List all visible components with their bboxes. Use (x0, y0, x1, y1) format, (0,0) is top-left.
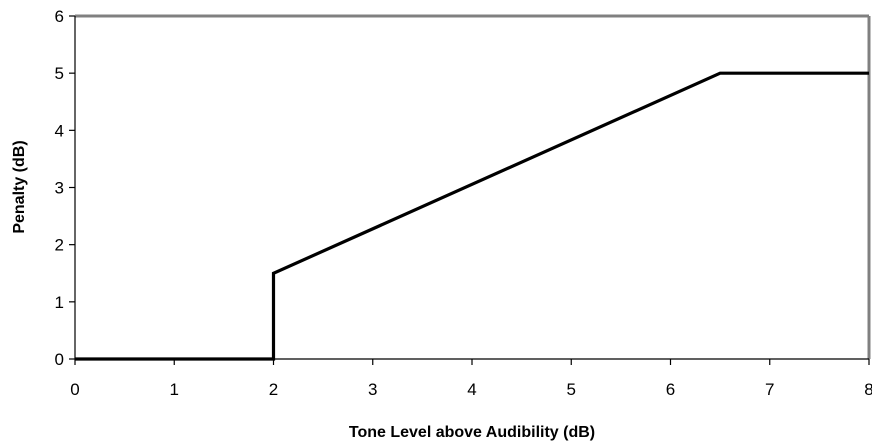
y-tick-label-2: 2 (55, 236, 64, 255)
y-tick-label-6: 6 (55, 7, 64, 26)
x-tick-label-7: 7 (765, 380, 774, 399)
y-tick-label-3: 3 (55, 179, 64, 198)
y-tick-label-0: 0 (55, 350, 64, 369)
x-tick-label-0: 0 (70, 380, 79, 399)
axes (74, 16, 869, 360)
x-tick-label-3: 3 (368, 380, 377, 399)
plot-frame (75, 14, 871, 359)
tick-labels: 0 1 2 3 4 5 6 0 1 2 3 4 5 6 7 8 (55, 7, 872, 399)
ticks (69, 15, 870, 365)
x-axis-title: Tone Level above Audibility (dB) (349, 424, 595, 441)
x-tick-label-4: 4 (467, 380, 476, 399)
y-tick-label-5: 5 (55, 64, 64, 83)
x-tick-label-1: 1 (170, 380, 179, 399)
y-axis-title: Penalty (dB) (11, 140, 28, 233)
series-layer (75, 71, 869, 361)
x-tick-label-8: 8 (864, 380, 872, 399)
x-tick-label-5: 5 (567, 380, 576, 399)
x-tick-label-6: 6 (666, 380, 675, 399)
y-tick-label-4: 4 (55, 121, 64, 140)
y-tick-label-1: 1 (55, 293, 64, 312)
x-tick-label-2: 2 (269, 380, 278, 399)
series-line-0 (75, 71, 869, 361)
